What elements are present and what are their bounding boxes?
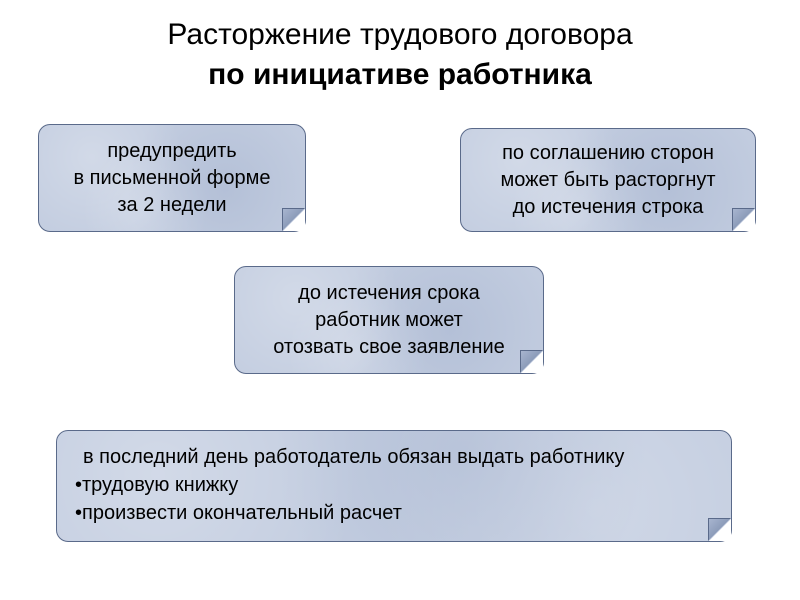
box-notify-2-weeks: предупредитьв письменной формеза 2 недел… <box>38 124 306 232</box>
box-last-day-obligations: в последний день работодатель обязан выд… <box>56 430 732 542</box>
box-text: предупредитьв письменной формеза 2 недел… <box>74 138 271 219</box>
box4-bullet-1: •трудовую книжку <box>75 471 713 499</box>
subtitle: по инициативе работника <box>0 58 800 92</box>
box-text: до истечения срокаработник можетотозвать… <box>273 280 505 361</box>
box-text: по соглашению сторонможет быть расторгну… <box>500 140 715 221</box>
box4-bullet-2: •произвести окончательный расчет <box>75 499 713 527</box>
box-withdraw-application: до истечения срокаработник можетотозвать… <box>234 266 544 374</box>
main-title: Расторжение трудового договора <box>0 0 800 52</box>
box4-intro: в последний день работодатель обязан выд… <box>75 443 713 471</box>
box-mutual-agreement: по соглашению сторонможет быть расторгну… <box>460 128 756 232</box>
